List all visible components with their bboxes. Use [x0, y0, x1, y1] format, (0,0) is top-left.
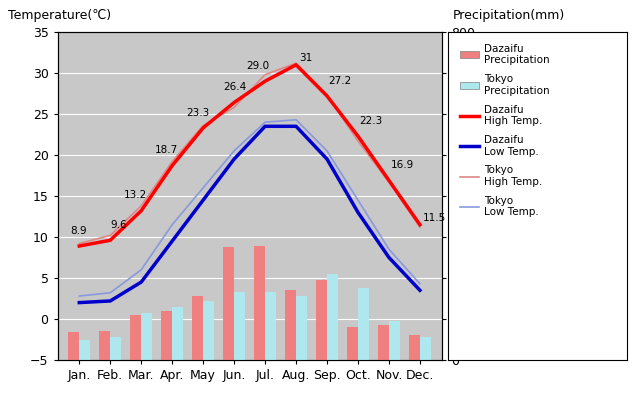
Bar — [347, 327, 358, 360]
Bar — [223, 247, 234, 360]
Bar — [192, 296, 203, 360]
Text: Temperature(℃): Temperature(℃) — [8, 9, 111, 22]
Bar — [110, 338, 121, 360]
Legend: Dazaifu
Precipitation, Tokyo
Precipitation, Dazaifu
High Temp., Dazaifu
Low Temp: Dazaifu Precipitation, Tokyo Precipitati… — [457, 40, 552, 221]
Text: 18.7: 18.7 — [155, 145, 179, 155]
Text: 29.0: 29.0 — [246, 61, 269, 71]
Bar — [141, 313, 152, 360]
Bar — [99, 331, 110, 360]
Bar — [68, 332, 79, 360]
Bar — [265, 292, 276, 360]
Bar — [79, 340, 90, 360]
Text: 13.2: 13.2 — [124, 190, 147, 200]
Bar — [296, 296, 307, 360]
Bar — [131, 315, 141, 360]
Text: 8.9: 8.9 — [70, 226, 86, 236]
Text: 26.4: 26.4 — [223, 82, 246, 92]
Text: 31: 31 — [299, 53, 312, 63]
Bar — [389, 321, 400, 360]
Bar — [285, 290, 296, 360]
Bar — [378, 325, 389, 360]
Bar — [327, 274, 338, 360]
Text: 16.9: 16.9 — [390, 160, 413, 170]
Bar — [203, 300, 214, 360]
Text: Precipitation(mm): Precipitation(mm) — [453, 9, 565, 22]
Text: 11.5: 11.5 — [423, 213, 446, 222]
Bar — [172, 307, 183, 360]
Text: 22.3: 22.3 — [360, 116, 383, 126]
Text: 27.2: 27.2 — [328, 76, 352, 86]
Bar — [420, 338, 431, 360]
Text: 9.6: 9.6 — [110, 220, 127, 230]
Bar — [254, 246, 265, 360]
Bar — [316, 280, 327, 360]
Text: 23.3: 23.3 — [186, 108, 209, 118]
Bar — [409, 335, 420, 360]
Bar — [358, 288, 369, 360]
Bar — [161, 311, 172, 360]
Bar — [234, 292, 245, 360]
